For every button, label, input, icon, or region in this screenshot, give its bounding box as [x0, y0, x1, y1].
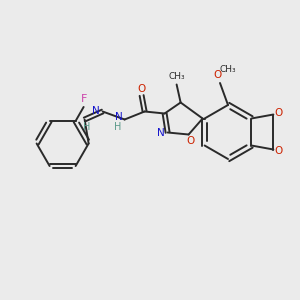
Text: O: O [187, 136, 195, 146]
Text: N: N [115, 112, 122, 122]
Text: O: O [274, 146, 283, 155]
Text: N: N [157, 128, 164, 139]
Text: CH₃: CH₃ [168, 72, 185, 81]
Text: O: O [274, 109, 283, 118]
Text: N: N [92, 106, 100, 116]
Text: H: H [83, 122, 90, 131]
Text: O: O [214, 70, 222, 80]
Text: H: H [114, 122, 121, 131]
Text: CH₃: CH₃ [220, 64, 236, 74]
Text: O: O [137, 83, 146, 94]
Text: F: F [80, 94, 87, 104]
